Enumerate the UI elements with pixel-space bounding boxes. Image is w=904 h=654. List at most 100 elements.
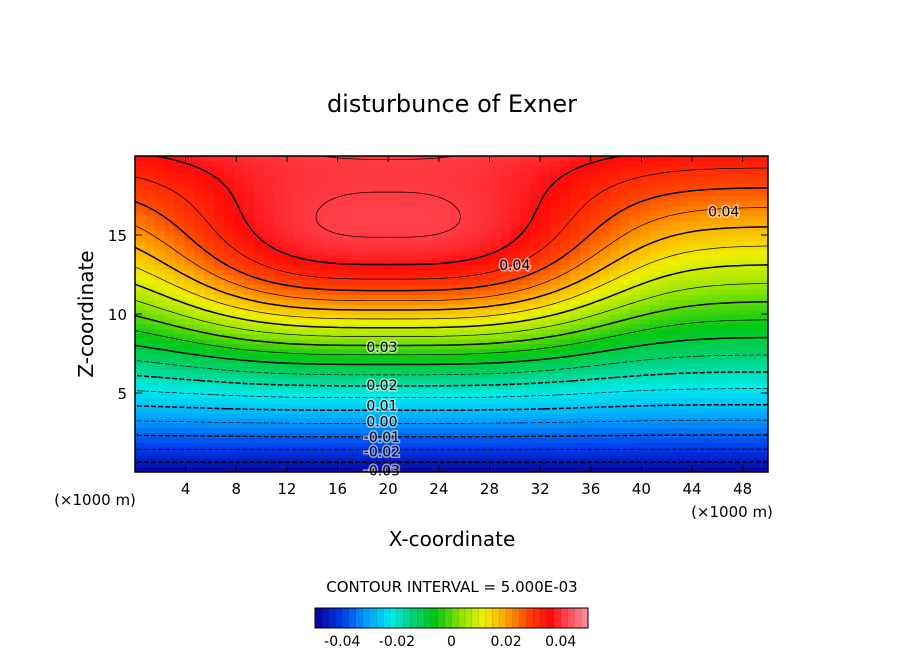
heatmap-cell bbox=[589, 170, 601, 177]
heatmap-cell bbox=[639, 343, 650, 350]
heatmap-cell bbox=[609, 447, 621, 453]
heatmap-cell bbox=[411, 239, 423, 246]
heatmap-cell bbox=[253, 457, 265, 463]
heatmap-cell bbox=[322, 156, 334, 162]
heatmap-cell bbox=[342, 432, 354, 439]
heatmap-cell bbox=[392, 378, 403, 384]
heatmap-cell bbox=[322, 304, 334, 310]
heatmap-cell bbox=[530, 215, 542, 221]
heatmap-cell bbox=[570, 200, 581, 206]
heatmap-cell bbox=[718, 314, 730, 320]
heatmap-cell bbox=[362, 343, 373, 350]
heatmap-cell bbox=[540, 210, 552, 216]
heatmap-cell bbox=[688, 175, 700, 182]
heatmap-cell bbox=[233, 279, 245, 285]
heatmap-cell bbox=[372, 235, 383, 241]
heatmap-cell bbox=[273, 343, 284, 350]
heatmap-cell bbox=[362, 457, 373, 463]
heatmap-cell bbox=[243, 225, 255, 231]
heatmap-cell bbox=[273, 180, 284, 187]
heatmap-cell bbox=[135, 393, 146, 399]
heatmap-cell bbox=[431, 200, 443, 206]
heatmap-cell bbox=[332, 230, 344, 236]
heatmap-cell bbox=[570, 215, 581, 221]
heatmap-cell bbox=[738, 235, 749, 241]
heatmap-cell bbox=[441, 220, 453, 226]
heatmap-cell bbox=[550, 427, 561, 434]
heatmap-cell bbox=[491, 239, 502, 246]
heatmap-cell bbox=[748, 442, 759, 448]
heatmap-cell bbox=[619, 230, 631, 236]
heatmap-cell bbox=[421, 393, 433, 399]
heatmap-cell bbox=[154, 220, 166, 226]
heatmap-cell bbox=[738, 239, 749, 246]
heatmap-cell bbox=[550, 383, 561, 389]
heatmap-cell bbox=[530, 289, 542, 295]
heatmap-cell bbox=[303, 417, 314, 424]
heatmap-cell bbox=[322, 264, 334, 271]
heatmap-cell bbox=[629, 170, 641, 177]
heatmap-cell bbox=[283, 368, 294, 374]
heatmap-cell bbox=[402, 378, 413, 384]
heatmap-cell bbox=[204, 205, 215, 211]
heatmap-cell bbox=[589, 309, 601, 315]
heatmap-cell bbox=[194, 264, 205, 271]
heatmap-cell bbox=[352, 170, 364, 177]
heatmap-cell bbox=[481, 338, 492, 345]
heatmap-cell bbox=[253, 368, 265, 374]
heatmap-cell bbox=[342, 210, 354, 216]
heatmap-cell bbox=[352, 328, 364, 335]
heatmap-cell bbox=[382, 239, 393, 246]
heatmap-cell bbox=[362, 220, 373, 226]
heatmap-cell bbox=[698, 452, 710, 458]
heatmap-cell bbox=[293, 190, 304, 197]
heatmap-cell bbox=[688, 259, 700, 266]
heatmap-cell bbox=[382, 269, 393, 276]
heatmap-cell bbox=[253, 190, 265, 197]
heatmap-cell bbox=[649, 180, 660, 187]
heatmap-cell bbox=[263, 417, 275, 424]
colorbar-tick-label: 0.02 bbox=[491, 634, 522, 650]
heatmap-cell bbox=[204, 274, 215, 281]
heatmap-cell bbox=[688, 264, 700, 271]
heatmap-cell bbox=[580, 289, 591, 295]
heatmap-cell bbox=[738, 442, 749, 448]
heatmap-cell bbox=[580, 323, 591, 330]
heatmap-cell bbox=[698, 358, 710, 364]
heatmap-cell bbox=[451, 417, 462, 424]
heatmap-cell bbox=[144, 225, 156, 231]
heatmap-cell bbox=[728, 215, 739, 221]
heatmap-cell bbox=[560, 205, 571, 211]
heatmap-cell bbox=[263, 180, 275, 187]
heatmap-cell bbox=[184, 254, 195, 261]
heatmap-cell bbox=[233, 195, 245, 202]
heatmap-cell bbox=[708, 259, 720, 266]
heatmap-cell bbox=[253, 230, 265, 236]
heatmap-cell bbox=[303, 215, 314, 221]
heatmap-cell bbox=[144, 393, 156, 399]
heatmap-cell bbox=[194, 254, 205, 261]
heatmap-cell bbox=[273, 235, 284, 241]
heatmap-cell bbox=[609, 235, 621, 241]
heatmap-cell bbox=[283, 180, 294, 187]
heatmap-cell bbox=[619, 309, 631, 315]
heatmap-cell bbox=[570, 239, 581, 246]
heatmap-cell bbox=[580, 388, 591, 394]
heatmap-cell bbox=[678, 467, 690, 472]
heatmap-cell bbox=[293, 269, 304, 276]
heatmap-cell bbox=[253, 284, 265, 290]
heatmap-cell bbox=[451, 333, 462, 340]
heatmap-cell bbox=[431, 195, 443, 202]
heatmap-cell bbox=[313, 338, 324, 345]
heatmap-cell bbox=[243, 353, 255, 360]
heatmap-cell bbox=[718, 239, 730, 246]
heatmap-cell bbox=[530, 304, 542, 310]
heatmap-cell bbox=[372, 156, 383, 162]
heatmap-cell bbox=[164, 343, 176, 350]
heatmap-cell bbox=[471, 210, 482, 216]
heatmap-cell bbox=[669, 388, 680, 394]
heatmap-cell bbox=[332, 195, 344, 202]
heatmap-cell bbox=[283, 200, 294, 206]
heatmap-cell bbox=[500, 427, 512, 434]
heatmap-cell bbox=[135, 294, 146, 300]
